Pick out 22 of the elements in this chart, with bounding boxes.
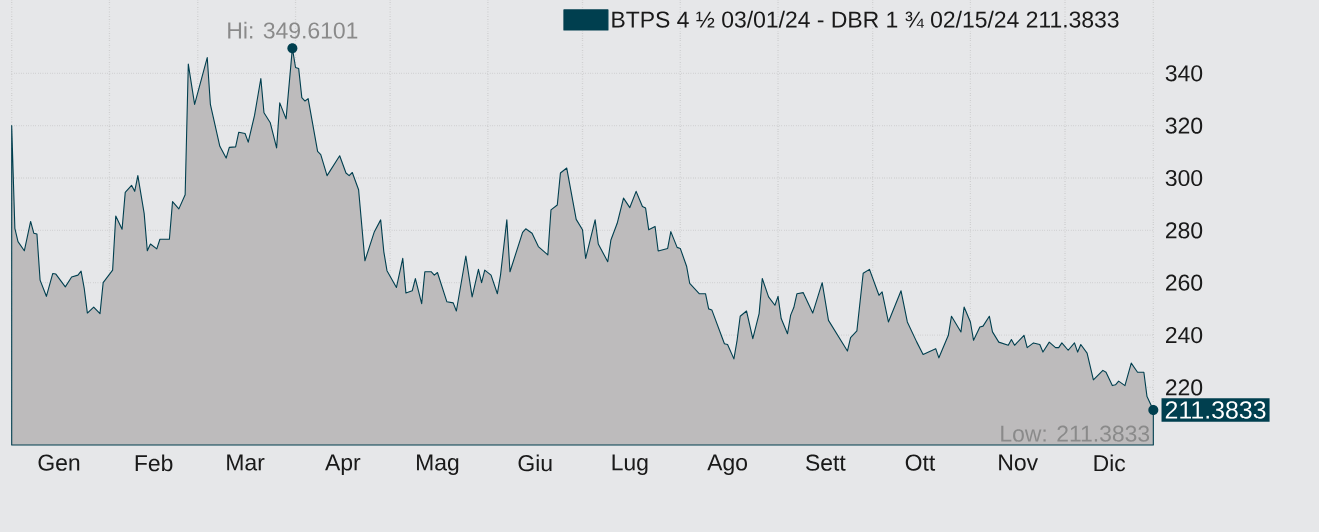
y-tick-label: 240	[1166, 326, 1203, 344]
x-tick-label: Dic	[1094, 454, 1126, 472]
x-tick-label: Nov	[999, 454, 1038, 471]
x-tick-label: Mag	[417, 454, 459, 476]
y-tick-label: 220	[1166, 379, 1203, 396]
x-tick-label: Giu	[518, 454, 552, 472]
x-tick-label: Feb	[135, 454, 173, 472]
x-tick-label: Sett	[806, 454, 846, 471]
annotation: 211.3833	[1165, 401, 1266, 419]
x-tick-label: Mar	[227, 454, 265, 471]
y-tick-label: 340	[1165, 65, 1203, 82]
y-tick-label: 300	[1165, 169, 1203, 187]
x-tick-label: Ago	[707, 454, 747, 476]
y-tick-label: 260	[1166, 274, 1203, 291]
annotation: Hi: 349.6101	[228, 21, 358, 39]
legend-label: BTPS 4 ½ 03/01/24 - DBR 1 ¾ 02/15/24 211.3833	[612, 10, 1119, 28]
x-tick-label: Gen	[38, 454, 80, 471]
x-tick-label: Lug	[612, 454, 648, 476]
x-tick-label: Apr	[325, 454, 361, 476]
y-tick-label: 280	[1166, 222, 1203, 239]
x-tick-label: Ott	[905, 454, 936, 471]
y-tick-label: 320	[1165, 117, 1203, 134]
